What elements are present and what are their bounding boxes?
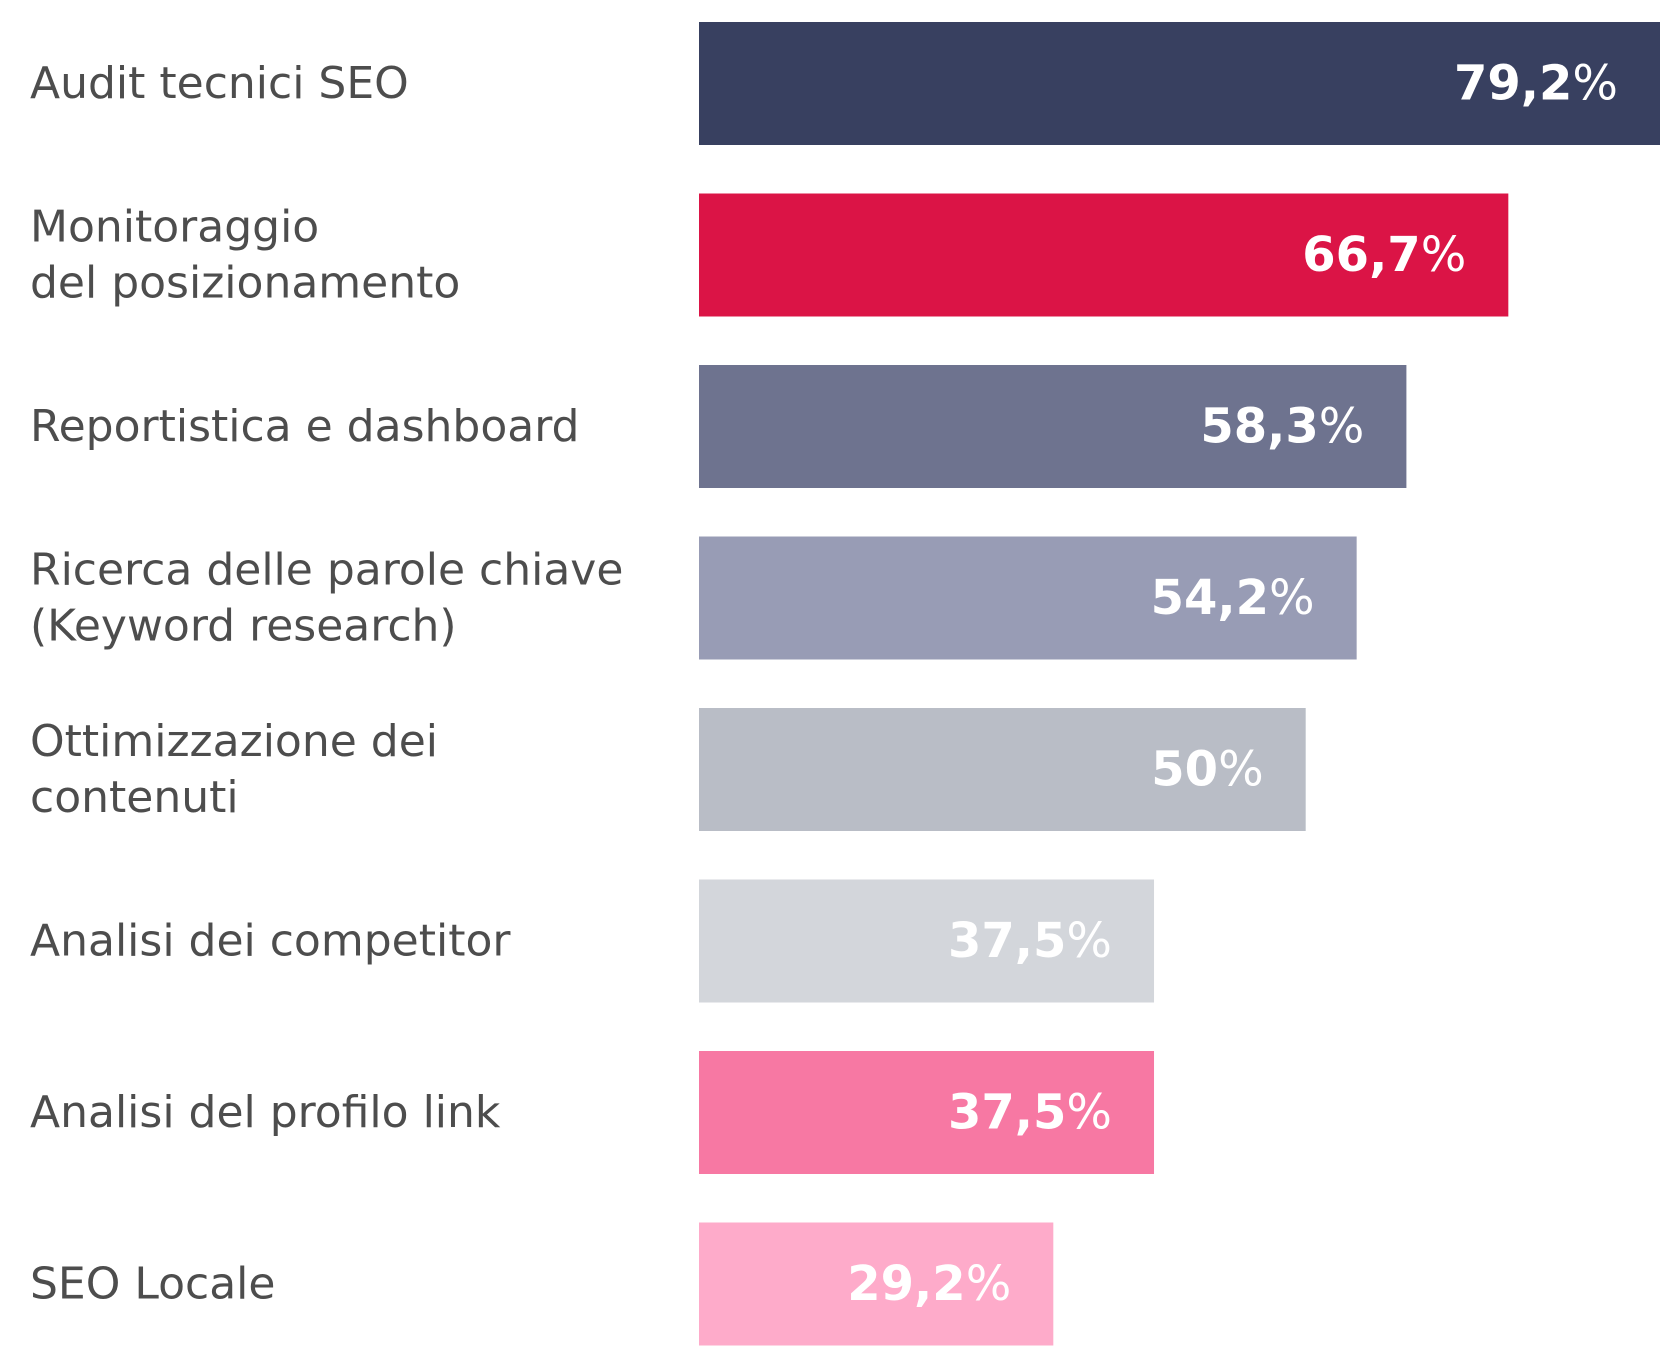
bar-7 (699, 1051, 1155, 1174)
category-label-6: Analisi dei competitor (30, 916, 511, 967)
value-label-2: 66,7% (1302, 227, 1466, 283)
category-labels: Audit tecnici SEO Monitoraggio del posizio… (30, 58, 623, 1310)
bars (699, 22, 1660, 1346)
bar-6 (699, 879, 1155, 1003)
bar-1 (699, 22, 1660, 145)
value-label-5: 50% (1151, 742, 1263, 798)
category-label-5: Ottimizzazione dei contenuti (30, 716, 438, 823)
category-label-7: Analisi del profilo link (30, 1087, 501, 1138)
category-label-2: Monitoraggio del posizionamento (30, 202, 460, 309)
category-label-4: Ricerca delle parole chiave (Keyword rese… (30, 545, 623, 652)
category-label-8: SEO Locale (30, 1259, 275, 1310)
category-label-3: Reportistica e dashboard (30, 401, 579, 452)
value-label-8: 29,2% (847, 1256, 1011, 1312)
bar-3 (699, 365, 1407, 488)
value-label-6: 37,5% (948, 913, 1112, 969)
value-label-7: 37,5% (948, 1085, 1112, 1141)
category-label-1: Audit tecnici SEO (30, 58, 409, 109)
value-label-1: 79,2% (1454, 56, 1618, 112)
bar-8 (699, 1222, 1054, 1346)
value-labels: 79,2% 66,7% 58,3% 54,2% 50% 37,5% 37,5% 29,2% (847, 56, 1618, 1313)
bar-4 (699, 536, 1357, 660)
value-label-3: 58,3% (1200, 399, 1364, 455)
bar-2 (699, 193, 1509, 317)
value-label-4: 54,2% (1151, 570, 1315, 626)
bar-5 (699, 708, 1306, 831)
